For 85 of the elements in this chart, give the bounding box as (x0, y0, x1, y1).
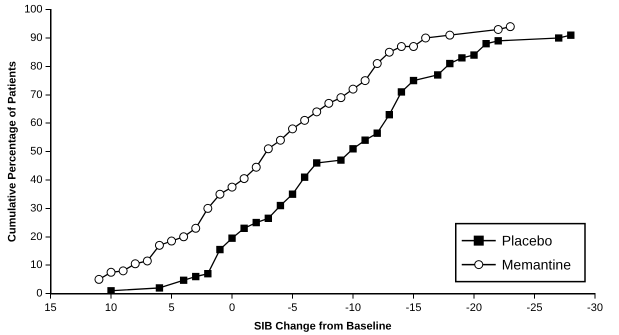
y-axis-title: Cumulative Percentage of Patients (6, 61, 19, 242)
legend-label: Placebo (502, 232, 553, 248)
x-tick-label: -30 (587, 302, 603, 314)
point (180, 276, 188, 284)
y-tick-label: 30 (30, 202, 43, 214)
point (107, 287, 115, 294)
point (276, 136, 285, 145)
point (264, 144, 273, 154)
y-tick-label: 50 (30, 146, 43, 158)
point (288, 124, 298, 134)
point (300, 173, 308, 181)
point (228, 182, 237, 192)
point (276, 202, 284, 210)
y-tick-label: 70 (30, 88, 43, 101)
point (203, 204, 212, 213)
point (374, 129, 381, 137)
point (191, 224, 200, 233)
x-tick-label: 10 (104, 302, 118, 314)
point (494, 24, 503, 34)
point (372, 59, 382, 68)
point (106, 268, 116, 277)
x-tick-label: -5 (288, 302, 298, 314)
point (313, 159, 320, 167)
point (555, 34, 562, 42)
point (410, 76, 418, 84)
point (434, 71, 442, 79)
point (118, 266, 128, 276)
y-tick-label: 40 (30, 174, 43, 186)
x-tick-label: 15 (44, 302, 57, 314)
y-tick-label: 100 (24, 4, 43, 16)
point (240, 174, 249, 184)
point (288, 190, 296, 198)
point (337, 156, 345, 164)
point (324, 98, 334, 108)
point (130, 259, 140, 268)
point (216, 246, 224, 254)
point (179, 232, 188, 242)
point (386, 111, 393, 118)
point (215, 190, 224, 199)
point (167, 236, 176, 246)
y-tick-label: 20 (30, 230, 43, 243)
point (494, 37, 502, 45)
point (384, 48, 394, 57)
point (445, 30, 454, 40)
point (252, 162, 261, 172)
point (409, 42, 418, 52)
y-tick-label: 10 (30, 259, 43, 272)
point (506, 22, 515, 32)
point (458, 54, 466, 62)
point (567, 31, 574, 39)
point (156, 284, 164, 292)
point (240, 224, 248, 232)
x-tick-label: 0 (228, 302, 236, 314)
x-tick-label: -20 (466, 302, 482, 314)
point (94, 274, 104, 284)
x-axis-title: SIB Change from Baseline (254, 320, 392, 332)
x-tick-label: 5 (168, 302, 175, 314)
point (360, 76, 370, 86)
point (396, 42, 406, 52)
legend-label: Memantine (502, 256, 572, 272)
point (154, 240, 164, 250)
point (264, 214, 272, 222)
x-tick-label: -10 (345, 302, 361, 314)
y-tick-label: 60 (30, 117, 43, 130)
point (252, 218, 260, 226)
point (204, 270, 212, 278)
point (361, 136, 369, 144)
point (300, 116, 310, 125)
point (336, 93, 346, 102)
point (482, 40, 490, 48)
point (349, 145, 357, 152)
x-tick-label: -25 (526, 302, 542, 314)
point (312, 107, 322, 116)
y-tick-label: 0 (36, 288, 43, 300)
y-tick-label: 80 (30, 60, 43, 72)
y-tick-label: 90 (30, 32, 43, 44)
point (348, 84, 358, 94)
point (192, 272, 200, 280)
point (398, 88, 406, 96)
point (446, 60, 454, 68)
point (142, 256, 152, 266)
x-tick-label: -15 (406, 302, 422, 314)
point (228, 234, 236, 242)
point (470, 51, 478, 59)
point (421, 34, 430, 42)
